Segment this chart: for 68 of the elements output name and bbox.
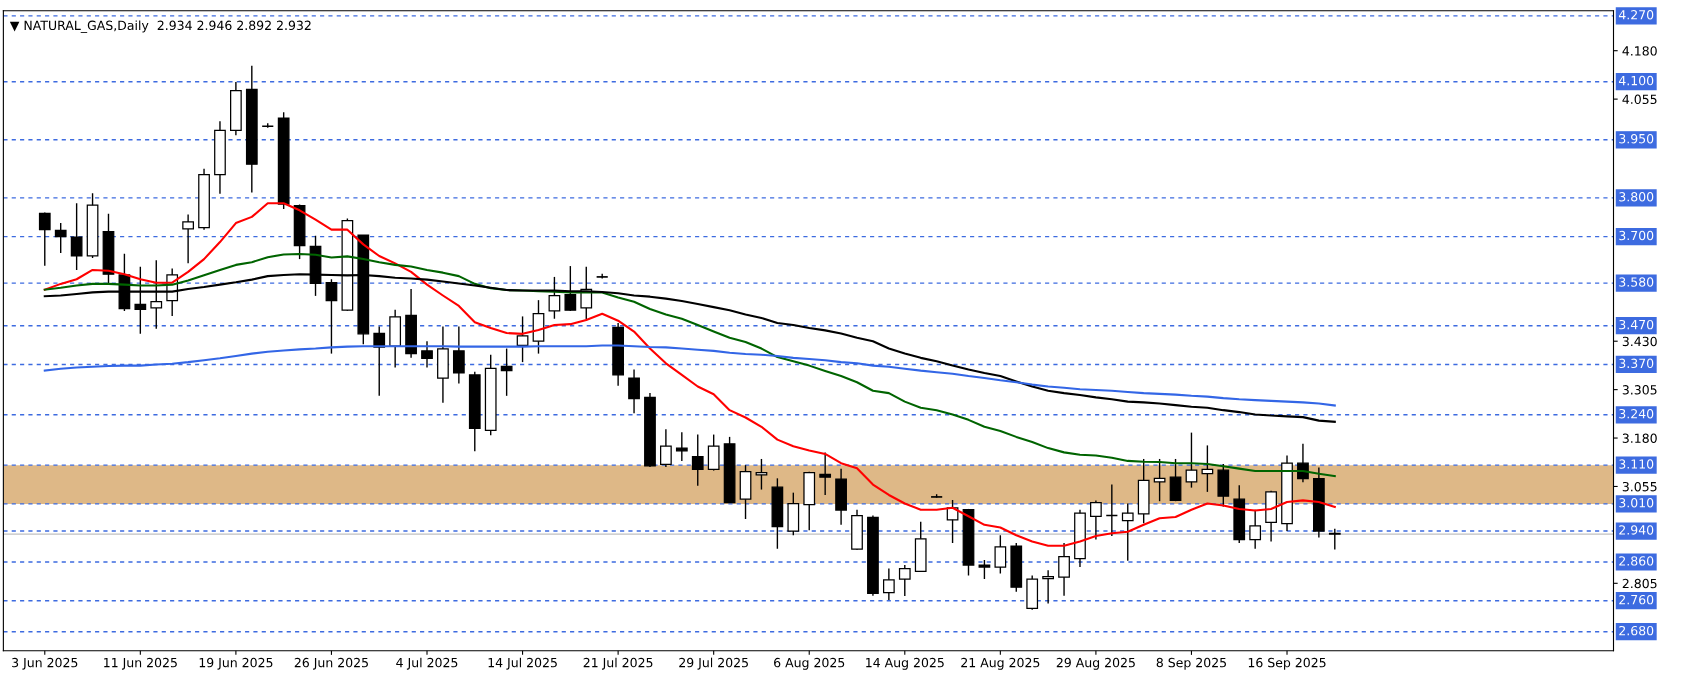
candlestick	[898, 564, 911, 597]
ref-line-label: 3.470	[1619, 319, 1654, 330]
ref-line-label: 4.100	[1618, 75, 1654, 86]
y-tick-label: 4.055	[1622, 94, 1657, 105]
candlestick	[325, 278, 338, 355]
ref-line-label: 3.240	[1619, 408, 1654, 419]
x-tick-label: 8 Sep 2025	[1156, 657, 1226, 670]
x-tick-label: 16 Sep 2025	[1248, 657, 1326, 670]
ref-line-label: 2.940	[1619, 525, 1654, 535]
candlestick	[1058, 542, 1070, 597]
candlestick	[882, 567, 895, 601]
candlestick	[54, 222, 67, 254]
candlestick	[691, 433, 704, 487]
x-tick-label: 26 Jun 2025	[294, 657, 368, 670]
y-tick-label: 3.180	[1622, 433, 1657, 443]
candlestick	[38, 211, 51, 267]
candlestick	[1042, 569, 1055, 605]
candlestick	[1201, 444, 1214, 493]
ref-line-label: 2.680	[1619, 625, 1654, 636]
ref-line-label: 4.270	[1618, 10, 1654, 20]
y-tick-label: 3.055	[1622, 481, 1657, 492]
candlestick	[994, 534, 1007, 575]
x-tick-label: 4 Jul 2025	[396, 657, 458, 670]
candlestick	[373, 325, 386, 397]
x-tick-label: 21 Aug 2025	[961, 657, 1040, 670]
y-tick-label: 4.180	[1622, 46, 1657, 56]
candlestick	[182, 213, 194, 265]
candlestick	[1121, 502, 1134, 562]
x-tick-label: 21 Jul 2025	[583, 657, 653, 670]
y-tick-label: 2.805	[1622, 578, 1657, 589]
x-tick-label: 14 Jul 2025	[488, 657, 557, 670]
y-tick-label: 3.430	[1622, 336, 1657, 347]
candlestick	[978, 559, 991, 580]
ref-line-label: 3.110	[1619, 459, 1654, 469]
x-tick-label: 11 Jun 2025	[104, 657, 177, 670]
ref-line-label: 2.860	[1619, 556, 1654, 566]
ref-line-label: 3.370	[1619, 358, 1654, 369]
x-tick-label: 3 Jun 2025	[12, 657, 78, 670]
line-series	[43, 202, 1336, 547]
x-tick-label: 29 Aug 2025	[1056, 657, 1135, 670]
candlestick	[70, 202, 83, 271]
ref-line-label: 2.760	[1619, 594, 1654, 605]
ref-line-label: 3.700	[1619, 230, 1654, 241]
ref-line-label: 3.580	[1619, 277, 1654, 287]
text: ▼ NATURAL_GAS,Daily 2.934 2.946 2.892 2.932	[9, 20, 311, 33]
ref-line-label: 3.010	[1619, 498, 1654, 508]
ref-line-label: 3.800	[1619, 192, 1654, 202]
candlestick	[500, 347, 513, 397]
candlestick	[1090, 499, 1102, 541]
x-tick-label: 19 Jun 2025	[199, 657, 273, 670]
candlestick	[516, 315, 529, 363]
candlestick	[452, 325, 465, 385]
candlestick	[421, 340, 433, 369]
candlestick	[660, 428, 672, 468]
candlestick	[1249, 509, 1262, 550]
candlestick	[819, 451, 832, 496]
x-tick-label: 29 Jul 2025	[679, 657, 748, 670]
x-tick-label: 6 Aug 2025	[774, 657, 845, 670]
candlestick	[1328, 527, 1341, 551]
line-series	[43, 253, 1336, 478]
candlestick	[1169, 458, 1182, 502]
candlestick	[548, 276, 561, 320]
x-tick-label: 14 Aug 2025	[866, 657, 944, 670]
y-tick-label: 3.305	[1622, 385, 1657, 395]
candlestick	[628, 368, 640, 414]
candlestick	[707, 433, 720, 472]
candlestick	[675, 431, 688, 462]
ref-line-label: 3.950	[1619, 133, 1654, 144]
